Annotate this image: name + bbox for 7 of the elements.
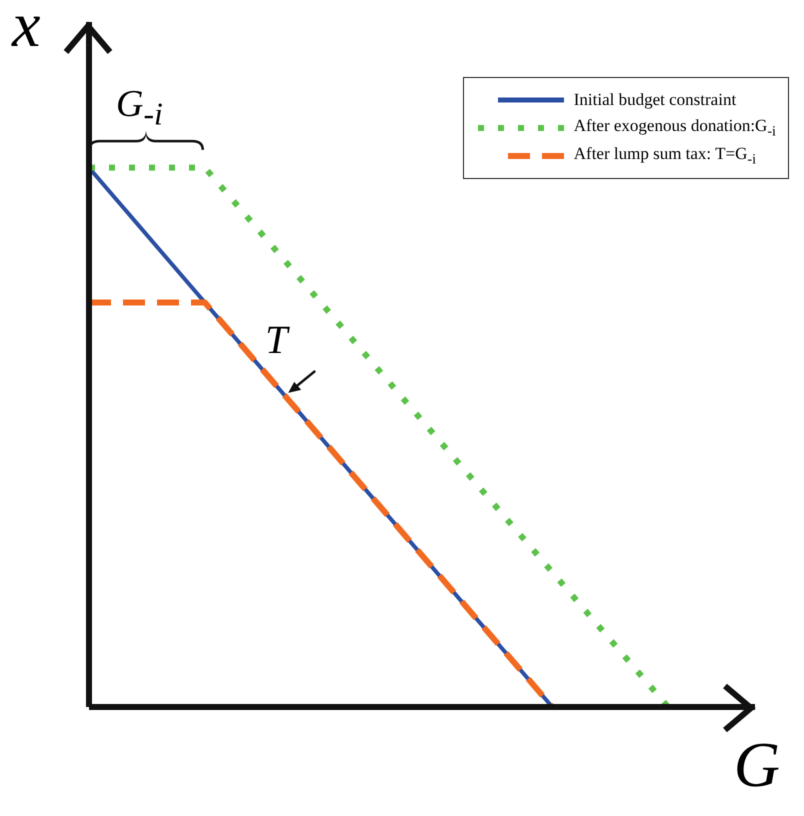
x-axis-title: G: [734, 729, 780, 800]
legend-label: Initial budget constraint: [574, 90, 736, 110]
annotation: T: [265, 316, 288, 362]
legend-label: After lump sum tax: T=G$_{-i}$: [574, 144, 756, 168]
legend-label: After exogenous donation:G$_{-i}$: [574, 116, 776, 140]
text: G$_{-i}$: [116, 82, 163, 132]
y-axis-title: x: [12, 0, 40, 60]
